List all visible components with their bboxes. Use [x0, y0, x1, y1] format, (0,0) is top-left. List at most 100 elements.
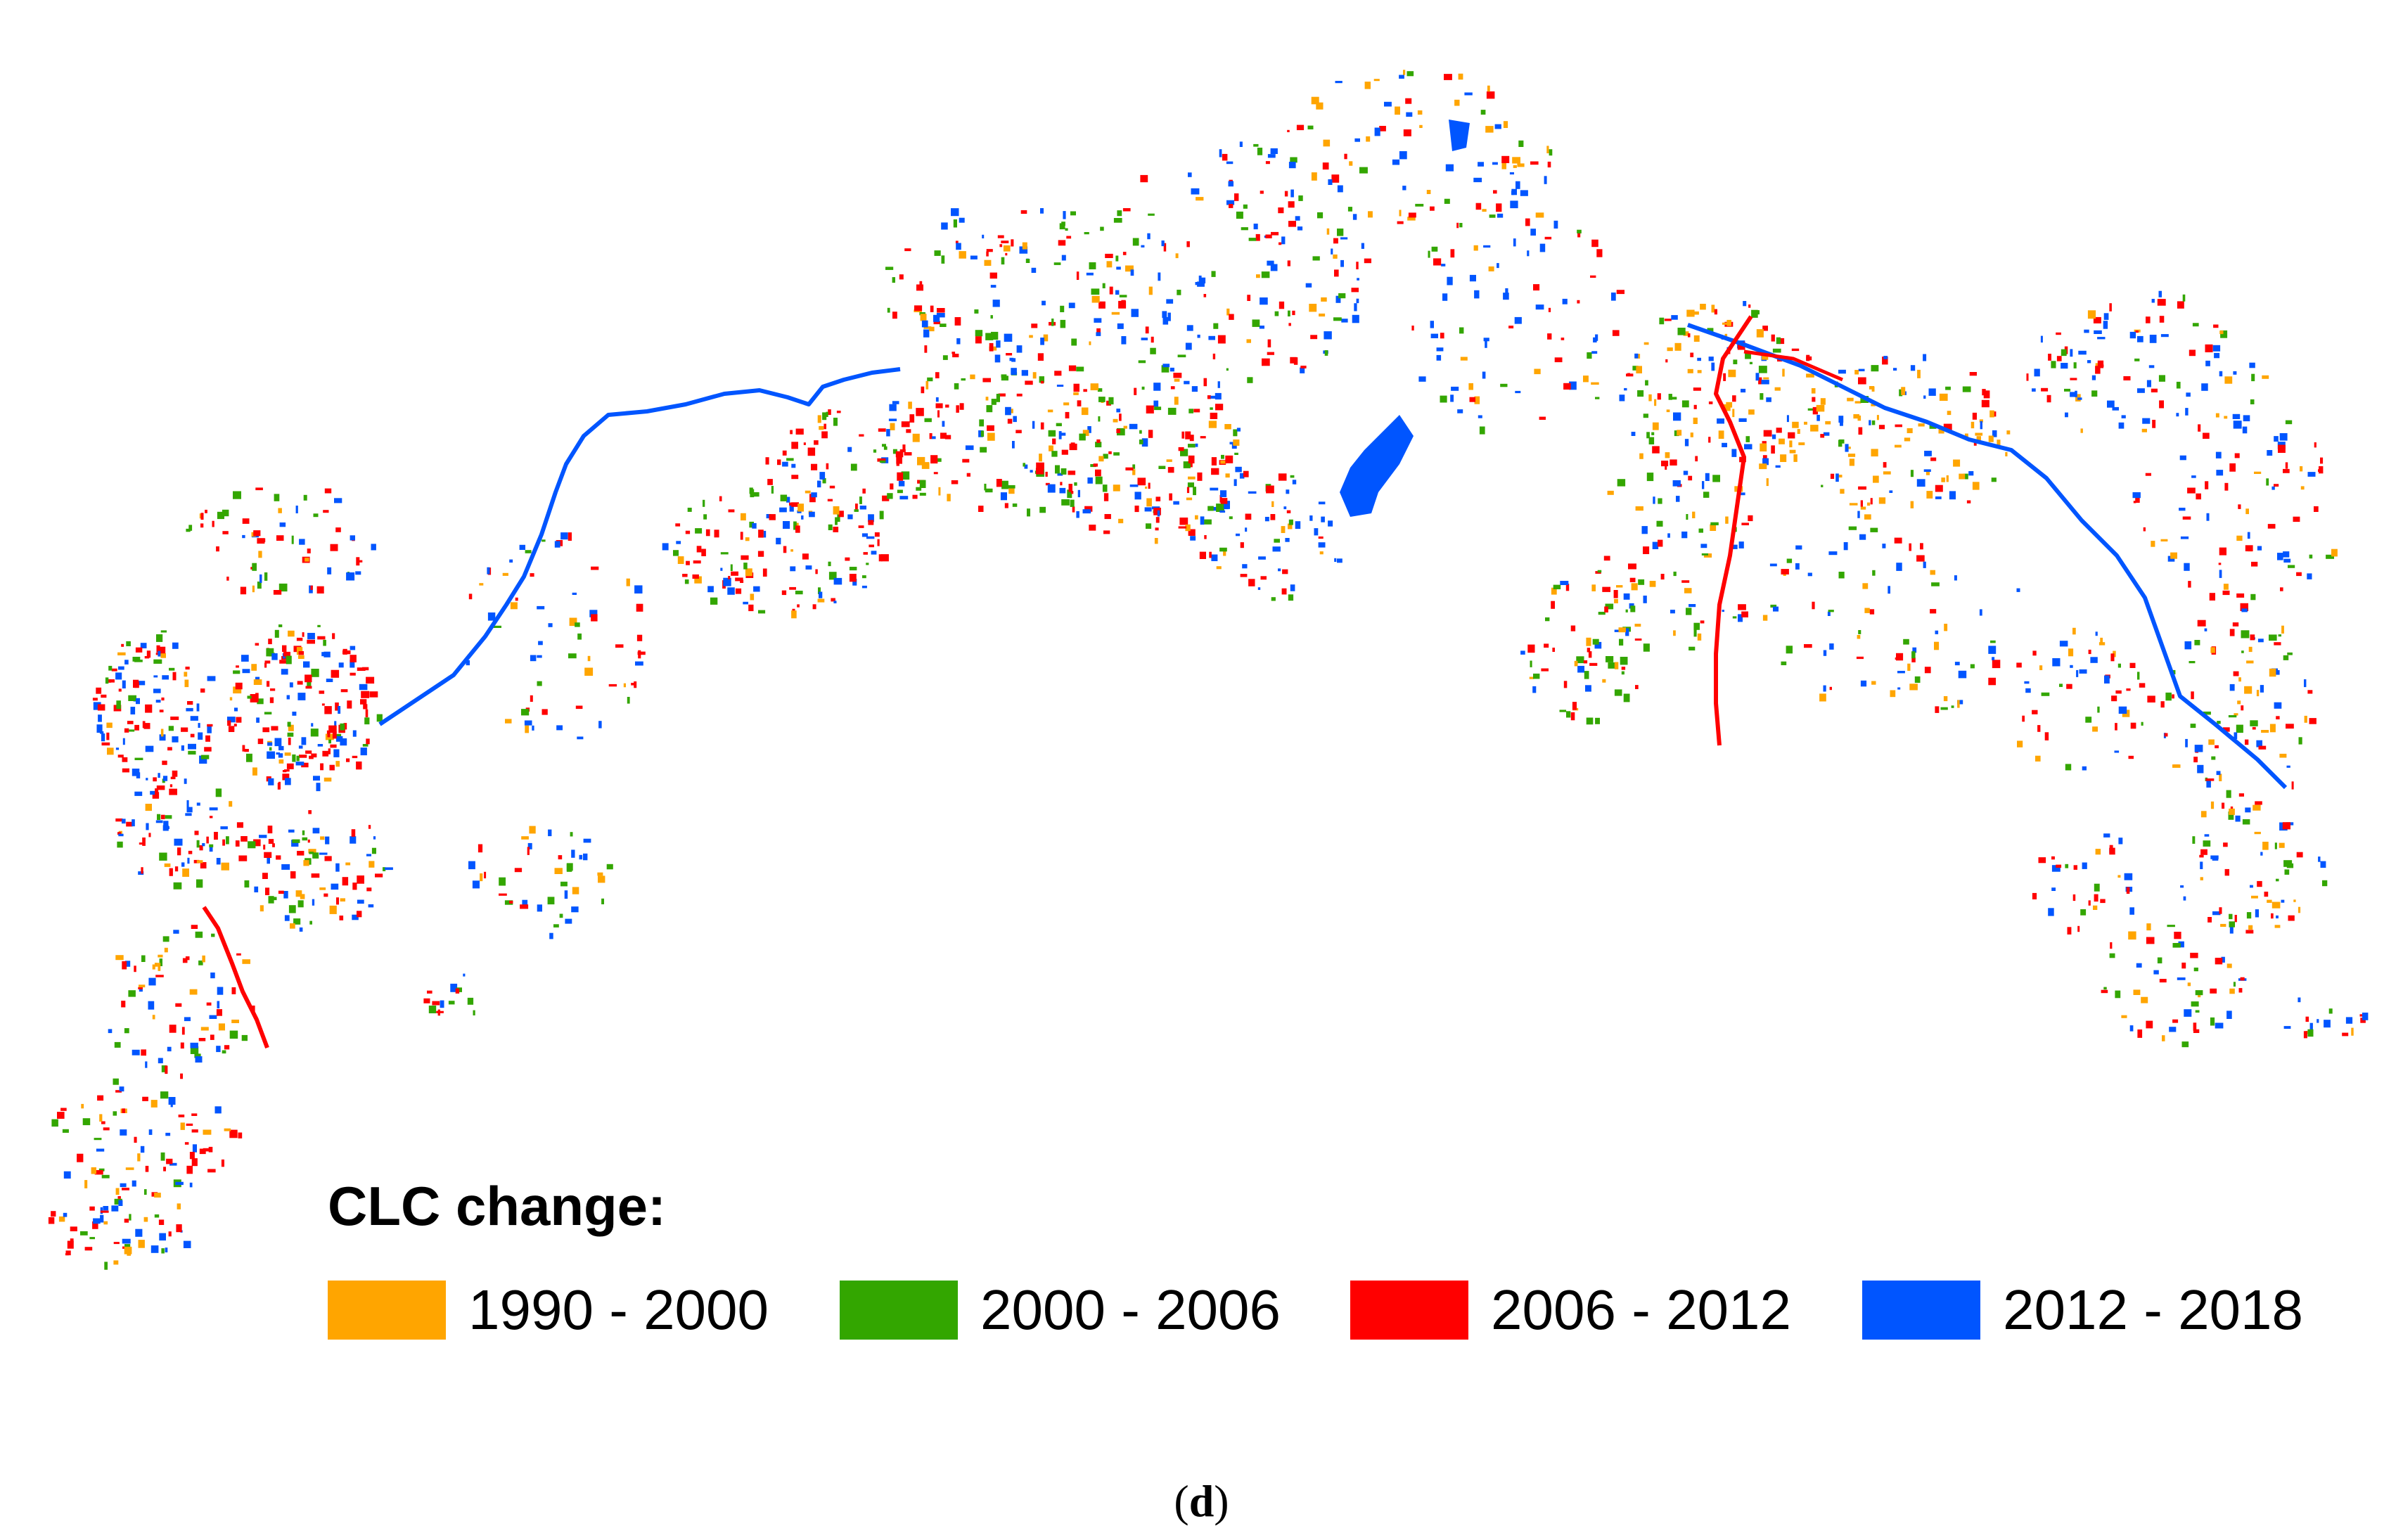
change-patch	[224, 1128, 231, 1131]
change-patch	[1098, 416, 1101, 422]
change-patch	[242, 669, 250, 674]
change-patch	[575, 622, 580, 627]
change-patch	[1262, 358, 1270, 366]
change-patch	[1248, 579, 1255, 586]
change-patch	[1621, 667, 1626, 670]
change-patch	[1011, 368, 1017, 376]
change-patch	[2146, 380, 2151, 387]
change-patch	[636, 634, 643, 641]
change-patch	[587, 655, 591, 662]
change-patch	[1816, 404, 1825, 412]
change-patch	[1904, 437, 1911, 442]
change-patch	[723, 577, 731, 586]
change-patch	[1758, 366, 1767, 373]
change-patch	[1589, 662, 1598, 666]
change-patch	[2318, 856, 2321, 862]
change-patch	[936, 313, 945, 318]
change-patch	[1060, 432, 1066, 436]
change-patch	[136, 698, 140, 705]
change-patch	[1583, 660, 1588, 664]
change-patch	[924, 418, 932, 423]
change-patch	[2077, 397, 2082, 400]
change-patch	[537, 681, 542, 686]
change-patch	[376, 714, 383, 722]
change-patch	[177, 1203, 181, 1209]
change-patch	[1287, 260, 1290, 267]
change-patch	[1317, 212, 1324, 219]
change-patch	[2097, 706, 2100, 713]
change-patch	[161, 1065, 167, 1072]
change-patch	[276, 535, 284, 541]
change-patch	[2274, 925, 2281, 928]
change-patch	[1158, 466, 1166, 469]
change-patch	[2238, 988, 2243, 993]
change-patch	[2095, 631, 2098, 636]
change-patch	[1384, 101, 1392, 107]
change-patch	[1829, 686, 1832, 691]
change-patch	[198, 732, 203, 740]
change-patch	[1559, 710, 1566, 712]
change-patch	[1433, 258, 1442, 266]
change-patch	[1155, 517, 1160, 523]
change-patch	[1776, 337, 1781, 345]
change-patch	[1544, 643, 1549, 648]
change-patch	[284, 915, 290, 921]
change-patch	[281, 864, 290, 870]
change-patch	[2286, 724, 2294, 729]
change-patch	[140, 643, 147, 648]
change-patch	[845, 557, 850, 561]
change-patch	[1123, 425, 1127, 429]
change-patch	[1605, 603, 1614, 610]
change-patch	[296, 647, 303, 655]
change-patch	[141, 1049, 146, 1056]
change-patch	[897, 489, 903, 494]
change-patch	[1073, 383, 1079, 392]
change-patch	[134, 757, 143, 760]
change-patch	[98, 714, 102, 722]
change-patch	[1973, 441, 1977, 446]
change-patch	[1687, 368, 1693, 373]
change-patch	[2205, 481, 2209, 489]
change-patch	[1047, 484, 1056, 493]
change-patch	[1011, 239, 1014, 247]
change-patch	[2208, 739, 2215, 745]
change-patch	[558, 855, 563, 860]
change-patch	[975, 336, 982, 344]
change-patch	[887, 307, 890, 313]
change-patch	[1157, 510, 1160, 517]
change-patch	[781, 590, 787, 596]
change-patch	[117, 841, 123, 848]
change-patch	[752, 492, 760, 497]
change-patch	[264, 572, 268, 581]
change-patch	[1982, 389, 1986, 396]
change-patch	[951, 480, 959, 485]
change-patch	[1786, 646, 1793, 654]
change-patch	[162, 936, 169, 942]
change-patch	[1319, 313, 1326, 317]
change-patch	[2115, 690, 2122, 694]
change-patch	[1637, 390, 1644, 397]
change-patch	[1215, 392, 1222, 400]
change-patch	[1979, 609, 1982, 616]
change-patch	[1653, 496, 1655, 504]
change-patch	[165, 826, 169, 829]
change-patch	[2286, 765, 2290, 768]
change-patch	[2128, 755, 2134, 759]
change-patch	[129, 729, 135, 732]
change-patch	[198, 1038, 206, 1041]
change-patch	[221, 1159, 224, 1167]
change-patch	[1219, 149, 1222, 158]
change-patch	[985, 333, 994, 340]
change-patch	[1723, 373, 1726, 381]
change-patch	[1029, 335, 1033, 338]
change-patch	[209, 845, 213, 852]
change-patch	[1867, 502, 1871, 506]
change-patch	[2300, 486, 2305, 490]
change-patch	[2095, 366, 2101, 374]
change-patch	[312, 828, 320, 834]
change-patch	[1766, 478, 1769, 487]
change-patch	[121, 1001, 126, 1008]
change-patch	[1970, 664, 1975, 669]
change-patch	[1825, 421, 1831, 425]
change-patch	[269, 697, 274, 703]
